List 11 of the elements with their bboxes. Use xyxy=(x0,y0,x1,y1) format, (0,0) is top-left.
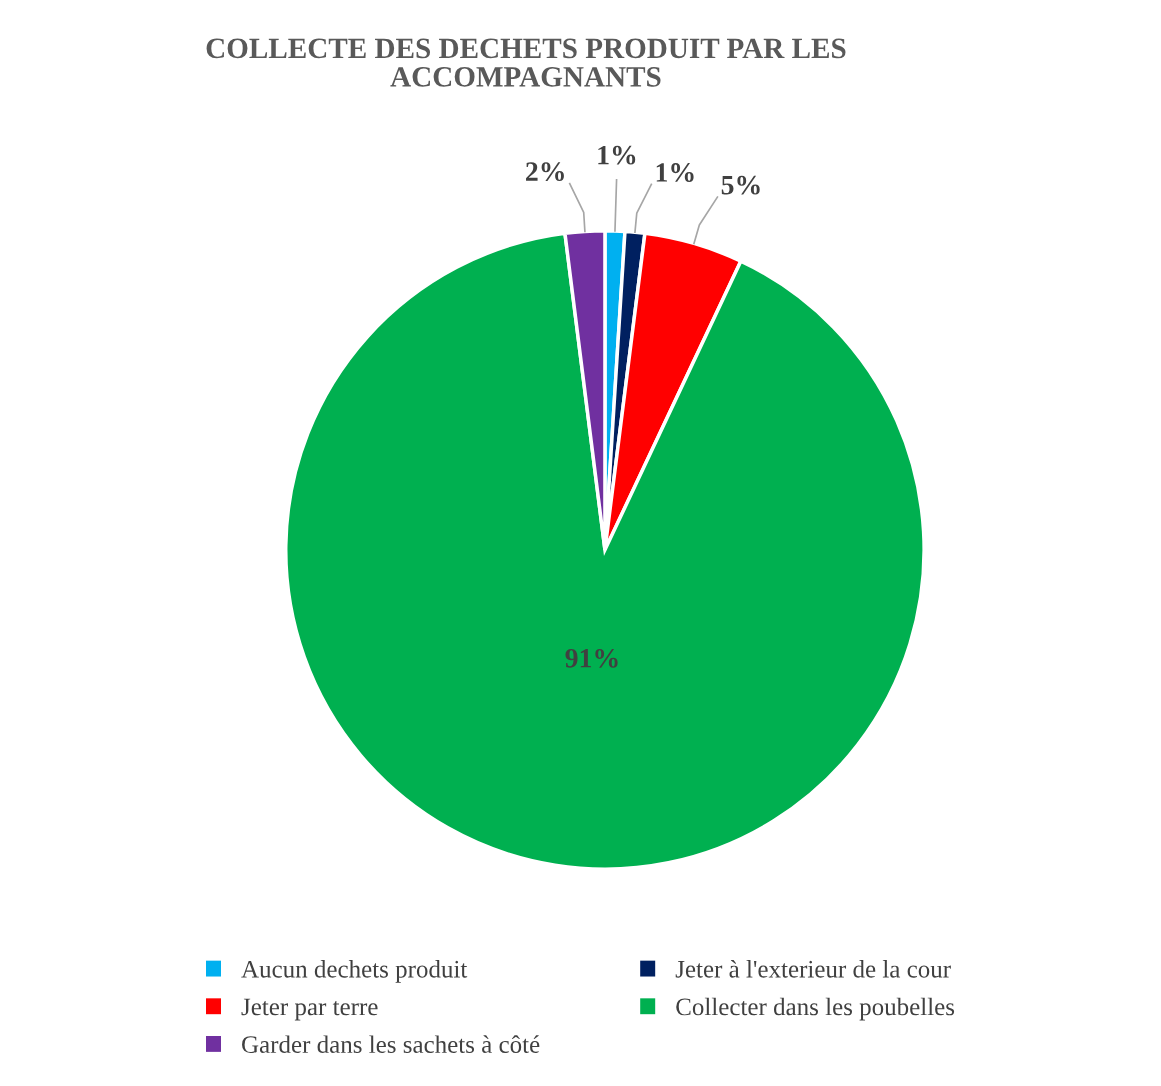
data-label: 1% xyxy=(656,163,694,182)
data-label: 2% xyxy=(526,162,564,182)
legend-label: Jeter à l'exterieur de la cour xyxy=(675,960,951,978)
data-label: 5% xyxy=(721,175,760,195)
legend-label: Aucun dechets produit xyxy=(241,960,468,983)
legend-label: Collecter dans les poubelles xyxy=(676,997,955,1021)
legend-label: Jeter par terre xyxy=(241,998,378,1021)
data-label: 91% xyxy=(565,648,618,668)
data-label: 1% xyxy=(598,145,636,165)
chart-title: COLLECTE DES DECHETS PRODUIT PAR LES ACCOMPAGNANTS xyxy=(206,38,846,87)
legend-label: Garder dans les sachets à côté xyxy=(242,1035,540,1053)
